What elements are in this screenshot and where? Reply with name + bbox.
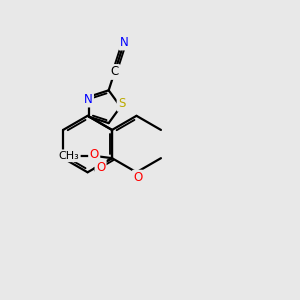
- Text: S: S: [118, 97, 125, 110]
- Text: O: O: [90, 148, 99, 161]
- Text: N: N: [84, 93, 93, 106]
- Text: CH₃: CH₃: [58, 151, 79, 161]
- Text: O: O: [134, 171, 142, 184]
- Text: O: O: [96, 160, 105, 174]
- Text: C: C: [110, 65, 119, 79]
- Text: N: N: [120, 36, 129, 49]
